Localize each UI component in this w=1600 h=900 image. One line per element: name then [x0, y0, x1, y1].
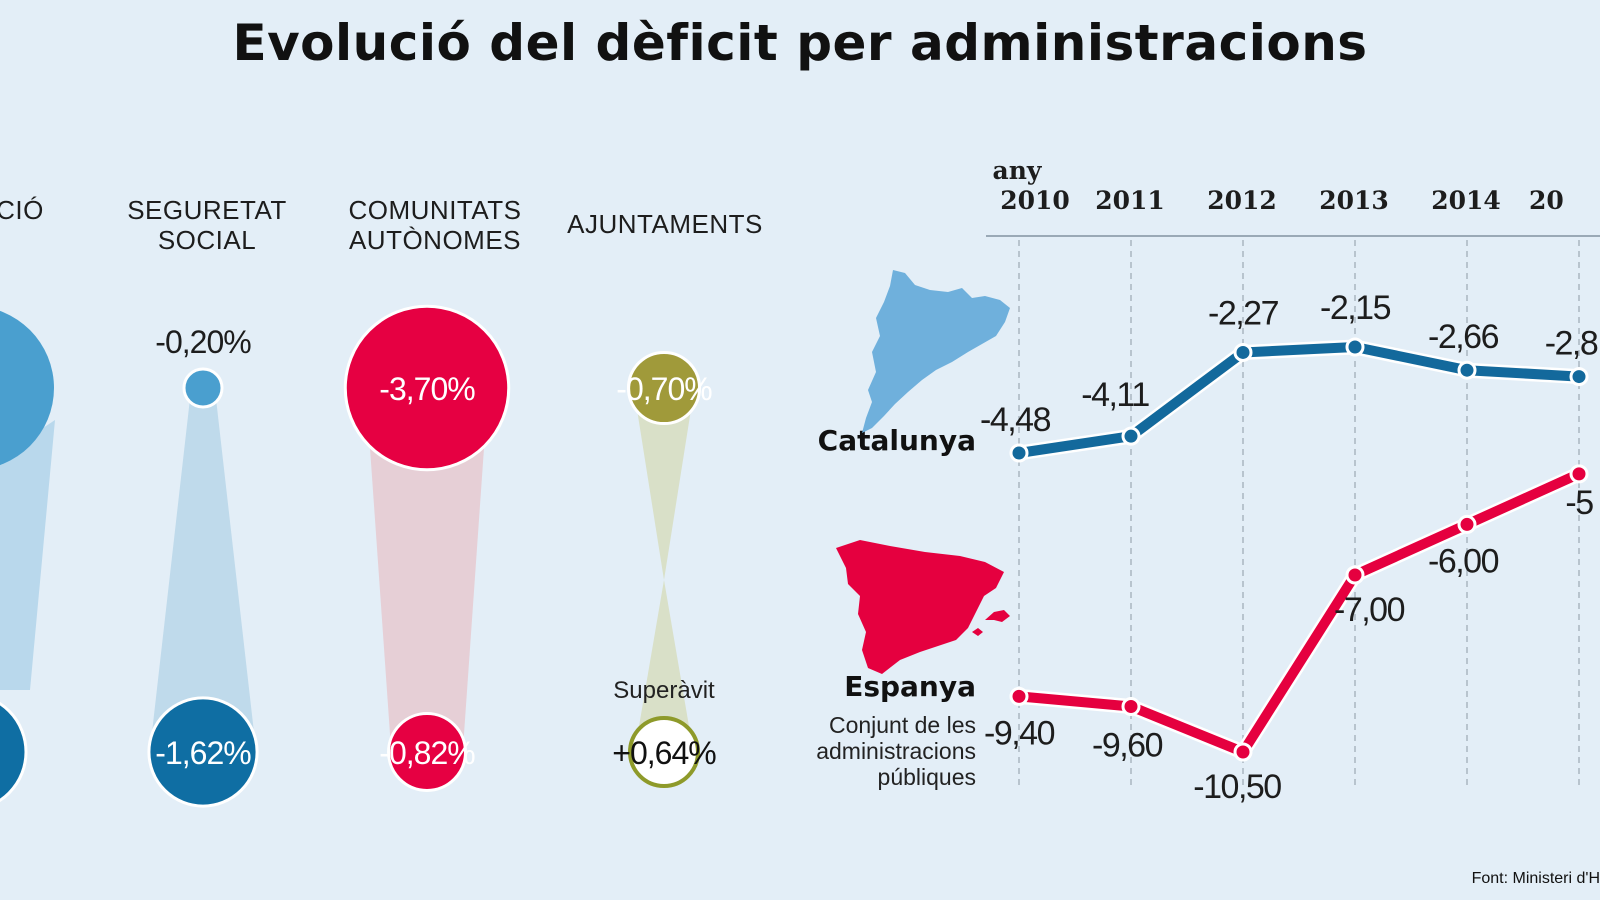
year-label: 2012: [1207, 186, 1277, 215]
category-label-comunitats: COMUNITATS AUTÒNOMES: [335, 195, 535, 255]
bubble-top-label: -0,20%: [155, 324, 251, 360]
data-point: [1009, 686, 1029, 706]
data-label: -10,50: [1193, 768, 1281, 806]
category-label-line: COMUNITATS: [348, 195, 522, 225]
category-label-line: AUTÒNOMES: [348, 225, 522, 255]
catalunya-label: Catalunya: [817, 424, 976, 457]
year-label: 2011: [1095, 186, 1165, 215]
bubble-bottom: [628, 716, 700, 788]
category-label-ajuntaments: AJUNTAMENTS: [567, 209, 763, 239]
data-label: -9,60: [1092, 726, 1163, 764]
bubble-bottom: [387, 712, 467, 792]
subtitle-line: administracions: [816, 738, 976, 764]
data-point: [1345, 565, 1365, 585]
data-point: [1345, 337, 1365, 357]
data-point: [1457, 360, 1477, 380]
category-label-line: SEGURETAT: [127, 195, 287, 225]
bubble-bottom: [147, 696, 259, 808]
data-label: -7,00: [1334, 591, 1405, 629]
series-line-espanya: [1014, 468, 1584, 757]
category-label-line: SOCIAL: [157, 225, 257, 255]
data-label: -2,66: [1428, 318, 1499, 356]
year-axis-caption: any: [992, 156, 1042, 185]
data-label: -6,00: [1428, 542, 1499, 580]
bubble-bottom: [0, 701, 28, 803]
bubble-top-label: -3,70%: [379, 371, 475, 407]
data-label: -2,15: [1320, 289, 1391, 327]
data-label: -4,48: [980, 401, 1051, 439]
series-line-catalunya: [1014, 342, 1584, 458]
data-point: [1569, 464, 1589, 484]
bubble-bottom-label: +0,64%: [612, 735, 716, 771]
data-label: -5: [1565, 484, 1593, 522]
category-label-seguretat-social: SEGURETAT SOCIAL: [112, 195, 302, 255]
bubble-bottom-label: -1,62%: [155, 735, 251, 771]
subtitle-line: Conjunt de les: [828, 712, 976, 738]
data-point: [1569, 367, 1589, 387]
data-point: [1121, 696, 1141, 716]
catalunya-map: [862, 270, 1010, 433]
bubble-cone: [636, 406, 692, 732]
espanya-label: Espanya: [844, 670, 976, 703]
data-label: -2,8: [1545, 325, 1598, 363]
data-point: [1457, 514, 1477, 534]
year-label: 2014: [1431, 186, 1501, 215]
source-note: Font: Ministeri d'H: [1471, 870, 1600, 887]
bubble-top: [626, 350, 702, 426]
bubble-chart: -0,20% -1,62% -3,70% -0,82% -0,70% +0,64% Supe…: [0, 304, 717, 808]
line-chart: -4,48-4,11-2,27 -2,15-2,66 -2,8-9,40 -9,60-…: [980, 235, 1600, 806]
bubble-cone: [151, 401, 255, 736]
data-point: [1121, 426, 1141, 446]
bubble-cone: [0, 420, 55, 690]
data-point: [1233, 342, 1253, 362]
data-label: -4,11: [1081, 376, 1149, 414]
data-label: -2,27: [1208, 294, 1279, 332]
data-label: -9,40: [984, 714, 1055, 752]
espanya-map: [836, 540, 1010, 674]
bubble-cone: [369, 445, 485, 741]
espanya-subtitle: Conjunt de les administracions públiques: [816, 712, 976, 790]
year-label: 2010: [1000, 186, 1070, 215]
bubble-top: [343, 304, 511, 472]
data-point: [1233, 742, 1253, 762]
surplus-note: Superàvit: [613, 677, 715, 704]
bubble-top: [182, 367, 224, 409]
year-label: 2013: [1319, 186, 1389, 215]
bubble-top: [0, 310, 54, 466]
bubble-top-label: -0,70%: [616, 371, 712, 407]
subtitle-line: públiques: [877, 764, 976, 790]
category-label-administracio: CIÓ: [0, 195, 44, 225]
year-label: 20: [1529, 186, 1564, 215]
chart-title: Evolució del dèficit per administracions: [232, 14, 1368, 72]
data-point: [1009, 443, 1029, 463]
bubble-bottom-label: -0,82%: [379, 735, 475, 771]
